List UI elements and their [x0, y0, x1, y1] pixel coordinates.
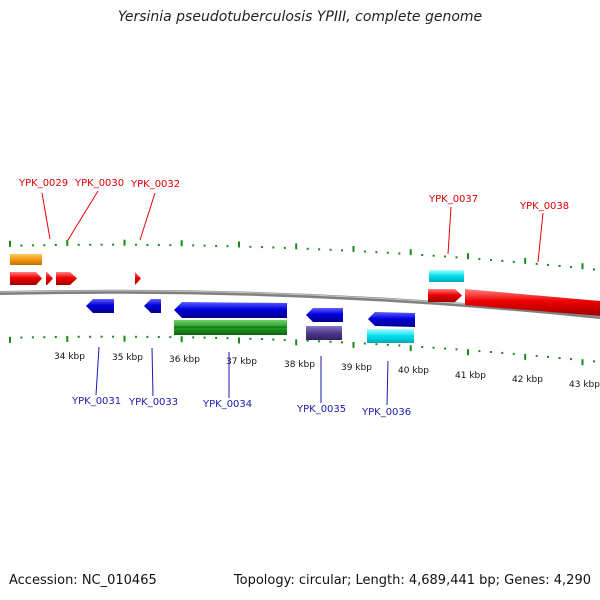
green-feature-ypk-0034[interactable]	[174, 320, 287, 335]
scale-label: 43 kbp	[569, 380, 600, 390]
reverse-features	[86, 299, 415, 343]
gene-label[interactable]: YPK_0037	[428, 194, 478, 205]
gene-label[interactable]: YPK_0034	[202, 399, 252, 410]
gene-ypk-0032-a[interactable]	[56, 272, 77, 285]
gene-labels-bottom: YPK_0031 YPK_0033 YPK_0034 YPK_0035 YPK_…	[71, 396, 411, 418]
scale-label: 35 kbp	[112, 353, 143, 363]
scale-label: 42 kbp	[512, 375, 543, 385]
scale-ticks-top	[9, 239, 595, 271]
gene-ypk-0029[interactable]	[10, 272, 42, 285]
gene-ypk-0033[interactable]	[144, 299, 161, 313]
gene-label[interactable]: YPK_0035	[296, 404, 346, 415]
scale-label: 36 kbp	[169, 355, 200, 365]
gene-ypk-0036[interactable]	[368, 312, 415, 327]
scale-label: 38 kbp	[284, 360, 315, 370]
leader-lines-top	[41, 190, 544, 263]
scale-label: 41 kbp	[455, 371, 486, 381]
orange-feature[interactable]	[10, 254, 42, 265]
scale-ticks-bottom	[9, 335, 595, 366]
scale-label: 34 kbp	[54, 352, 85, 362]
cyan-feature-ypk-0036[interactable]	[367, 329, 414, 343]
scale-label: 37 kbp	[226, 357, 257, 367]
topology-text: Topology: circular; Length: 4,689,441 bp…	[233, 573, 591, 588]
gene-ypk-0035[interactable]	[306, 308, 343, 322]
accession-text: Accession: NC_010465	[9, 573, 157, 588]
gene-label[interactable]: YPK_0031	[71, 396, 121, 407]
purple-feature-ypk-0035[interactable]	[306, 326, 342, 340]
gene-label[interactable]: YPK_0029	[18, 178, 68, 189]
gene-ypk-0030[interactable]	[46, 272, 53, 285]
gene-ypk-0038[interactable]	[465, 289, 600, 316]
leader-lines-bottom	[95, 346, 389, 406]
scale-labels: 34 kbp 35 kbp 36 kbp 37 kbp 38 kbp 39 kb…	[54, 352, 600, 390]
gene-ypk-0034[interactable]	[174, 302, 287, 318]
gene-label[interactable]: YPK_0033	[128, 397, 178, 408]
gene-ypk-0037[interactable]	[428, 289, 462, 302]
gene-label[interactable]: YPK_0032	[130, 179, 180, 190]
gene-labels-top: YPK_0029 YPK_0030 YPK_0032 YPK_0037 YPK_…	[18, 178, 569, 212]
scale-label: 40 kbp	[398, 366, 429, 376]
gene-label[interactable]: YPK_0030	[74, 178, 124, 189]
gene-ypk-0031[interactable]	[86, 299, 114, 313]
gene-label[interactable]: YPK_0036	[361, 407, 411, 418]
gene-label[interactable]: YPK_0038	[519, 201, 569, 212]
cyan-feature-ypk-0037[interactable]	[429, 270, 464, 282]
genome-title: Yersinia pseudotuberculosis YPIII, compl…	[117, 9, 483, 25]
scale-label: 39 kbp	[341, 363, 372, 373]
forward-features	[10, 254, 600, 316]
gene-ypk-0032[interactable]	[135, 272, 141, 285]
